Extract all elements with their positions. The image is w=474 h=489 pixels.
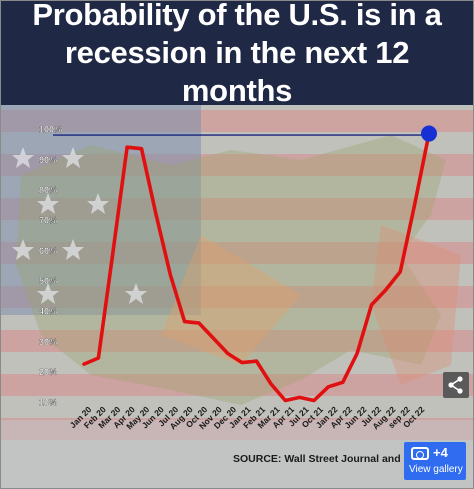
title-line-1: Probability of the U.S. is in a [32, 0, 442, 32]
gallery-count: +4 [433, 445, 448, 460]
y-tick-label: 30% [39, 337, 57, 347]
line-chart: 10% 20% 30% 40% 50% 60% 70% 80% 90% 100% Jan 20Fe… [39, 124, 437, 431]
y-tick-label: 80% [39, 185, 57, 195]
chart-title: Probability of the U.S. is in a recessio… [12, 0, 462, 110]
title-line-2: recession in the next 12 months [64, 35, 410, 108]
camera-icon [411, 447, 429, 460]
y-tick-label: 100% [39, 125, 62, 135]
series-group [82, 131, 431, 403]
header: Probability of the U.S. is in a recessio… [1, 1, 473, 108]
y-tick-label: 60% [39, 246, 57, 256]
highlight-group [421, 125, 437, 142]
source-note: SOURCE: Wall Street Journal and Bloomber… [233, 453, 408, 465]
y-axis: 10% 20% 30% 40% 50% 60% 70% 80% 90% 100% [39, 124, 62, 408]
chart-area: 10% 20% 30% 40% 50% 60% 70% 80% 90% 100% Jan 20 Fe… [1, 105, 473, 488]
share-button[interactable] [443, 372, 469, 398]
flag-background [1, 105, 473, 488]
y-tick-label: 50% [39, 276, 57, 286]
y-tick-label: 20% [39, 367, 57, 377]
gallery-label: View gallery [409, 464, 463, 475]
y-tick-label: 90% [39, 155, 57, 165]
highlight-point [421, 125, 437, 142]
share-icon [448, 376, 463, 394]
y-tick-label: 10% [39, 398, 57, 408]
series-line [82, 131, 431, 403]
view-gallery-button[interactable]: +4 View gallery [404, 442, 466, 480]
y-tick-label: 40% [39, 307, 57, 317]
y-tick-label: 70% [39, 216, 57, 226]
